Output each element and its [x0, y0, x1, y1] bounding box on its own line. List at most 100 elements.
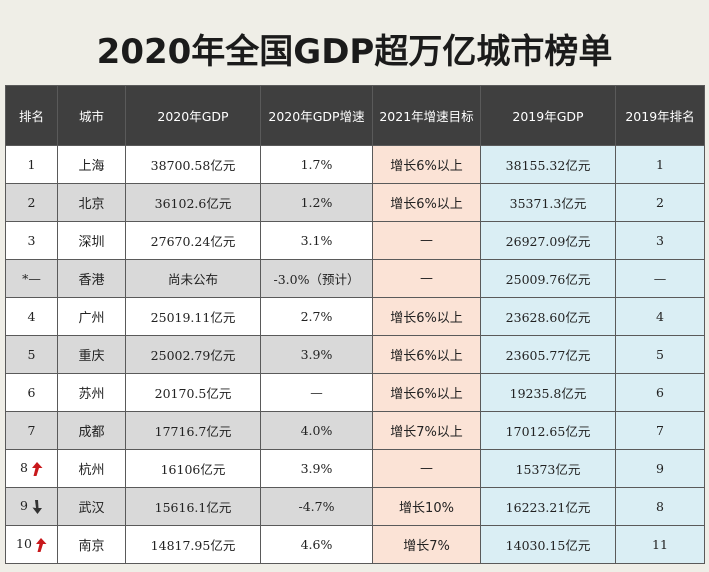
goal-2021-cell-text: 增长7%	[403, 539, 450, 554]
city-cell: 成都	[57, 411, 126, 450]
rank-2019-cell: 8	[615, 487, 705, 526]
growth-2020-cell: -4.7%	[260, 487, 373, 526]
gdp-2020-cell-text: 尚未公布	[167, 272, 218, 287]
gdp-2019-cell-text: 19235.8亿元	[509, 386, 587, 401]
gdp-2019-cell: 23605.77亿元	[480, 335, 616, 374]
rank-cell: 4	[5, 297, 58, 336]
gdp-2019-cell-text: 14030.15亿元	[505, 538, 591, 553]
city-cell: 南京	[57, 525, 126, 564]
gdp-2019-cell-text: 23628.60亿元	[505, 310, 591, 325]
goal-2021-cell: 增长6%以上	[372, 183, 481, 222]
city-cell-text: 广州	[78, 311, 105, 326]
rank-cell-text: 2	[27, 195, 36, 210]
gdp-2020-cell-text: 27670.24亿元	[150, 234, 236, 249]
growth-2020-cell-text: 1.2%	[300, 195, 333, 210]
gdp-2019-cell-text: 17012.65亿元	[505, 424, 591, 439]
table-row: *— 香港 尚未公布 -3.0%（预计） — 25009.76亿元 —	[5, 259, 705, 298]
rank-2019-cell: 7	[615, 411, 705, 450]
rank-cell: *—	[5, 259, 58, 298]
header-city: 城市	[57, 85, 126, 146]
header-rank: 排名	[5, 85, 58, 146]
goal-2021-cell: 增长6%以上	[372, 335, 481, 374]
gdp-2020-cell-text: 17716.7亿元	[154, 424, 232, 439]
gdp-2019-cell-text: 15373亿元	[515, 462, 581, 477]
gdp-2020-cell-text: 38700.58亿元	[150, 158, 236, 173]
header-gdp-2020: 2020年GDP	[125, 85, 261, 146]
header-rank-2019: 2019年排名	[615, 85, 705, 146]
growth-2020-cell-text: —	[310, 385, 323, 400]
rank-cell-text: 8	[20, 460, 28, 476]
goal-2021-cell-text: —	[420, 461, 433, 476]
growth-2020-cell: —	[260, 373, 373, 412]
gdp-2020-cell: 20170.5亿元	[125, 373, 261, 412]
rank-2019-cell: 4	[615, 297, 705, 336]
rank-2019-cell: 2	[615, 183, 705, 222]
growth-2020-cell-text: 2.7%	[300, 309, 333, 324]
rank-cell-text: 4	[27, 309, 36, 324]
table-row: 1 上海 38700.58亿元 1.7% 增长6%以上 38155.32亿元 1	[5, 145, 705, 184]
gdp-2019-cell: 16223.21亿元	[480, 487, 616, 526]
growth-2020-cell-text: 4.6%	[300, 537, 333, 552]
city-cell-text: 香港	[78, 273, 105, 288]
rank-down-arrow-icon	[32, 499, 42, 514]
city-cell-text: 苏州	[78, 387, 105, 402]
rank-2019-cell: —	[615, 259, 705, 298]
gdp-2020-cell: 27670.24亿元	[125, 221, 261, 260]
rank-2019-cell-text: 6	[656, 385, 664, 400]
gdp-ranking-table: 排名 城市 2020年GDP 2020年GDP增速 2021年增速目标 2019…	[5, 85, 705, 564]
city-cell: 苏州	[57, 373, 126, 412]
rank-cell-text: 1	[27, 157, 36, 172]
gdp-2019-cell: 17012.65亿元	[480, 411, 616, 450]
table-row: 8 杭州 16106亿元 3.9% — 15373亿元 9	[5, 449, 705, 488]
table-row: 9 武汉 15616.1亿元 -4.7% 增长10% 16223.21亿元 8	[5, 487, 705, 526]
rank-2019-cell: 5	[615, 335, 705, 374]
city-cell-text: 上海	[78, 159, 105, 174]
goal-2021-cell-text: 增长6%以上	[390, 197, 463, 212]
rank-2019-cell: 6	[615, 373, 705, 412]
rank-cell: 3	[5, 221, 58, 260]
gdp-2020-cell-text: 25019.11亿元	[150, 310, 236, 325]
header-goal-2021: 2021年增速目标	[372, 85, 481, 146]
city-cell-text: 武汉	[78, 501, 105, 516]
gdp-2020-cell: 17716.7亿元	[125, 411, 261, 450]
gdp-2020-cell: 38700.58亿元	[125, 145, 261, 184]
rank-2019-cell-text: 8	[656, 499, 664, 514]
city-cell: 重庆	[57, 335, 126, 374]
growth-2020-cell-text: 4.0%	[300, 423, 333, 438]
goal-2021-cell-text: 增长6%以上	[390, 311, 463, 326]
city-cell: 深圳	[57, 221, 126, 260]
gdp-2020-cell-text: 36102.6亿元	[154, 196, 232, 211]
rank-cell: 5	[5, 335, 58, 374]
rank-cell: 9	[5, 487, 58, 526]
goal-2021-cell: —	[372, 259, 481, 298]
growth-2020-cell-text: -4.7%	[298, 499, 335, 514]
table-row: 7 成都 17716.7亿元 4.0% 增长7%以上 17012.65亿元 7	[5, 411, 705, 450]
gdp-2020-cell-text: 16106亿元	[160, 462, 226, 477]
city-cell-text: 杭州	[78, 463, 105, 478]
goal-2021-cell: 增长7%以上	[372, 411, 481, 450]
gdp-2020-cell: 尚未公布	[125, 259, 261, 298]
goal-2021-cell-text: —	[420, 233, 433, 248]
table-row: 5 重庆 25002.79亿元 3.9% 增长6%以上 23605.77亿元 5	[5, 335, 705, 374]
city-cell-text: 北京	[78, 197, 105, 212]
rank-2019-cell: 11	[615, 525, 705, 564]
goal-2021-cell: 增长6%以上	[372, 297, 481, 336]
gdp-2019-cell: 15373亿元	[480, 449, 616, 488]
rank-2019-cell: 1	[615, 145, 705, 184]
rank-up-arrow-icon	[35, 537, 47, 552]
rank-cell: 2	[5, 183, 58, 222]
city-cell-text: 南京	[78, 539, 105, 554]
rank-2019-cell: 3	[615, 221, 705, 260]
gdp-2019-cell-text: 25009.76亿元	[505, 272, 591, 287]
gdp-2019-cell: 25009.76亿元	[480, 259, 616, 298]
goal-2021-cell-text: 增长6%以上	[390, 349, 463, 364]
city-cell-text: 深圳	[78, 235, 105, 250]
city-cell-text: 成都	[78, 425, 105, 440]
gdp-2019-cell: 14030.15亿元	[480, 525, 616, 564]
rank-2019-cell-text: 2	[656, 195, 664, 210]
rank-2019-cell-text: 4	[656, 309, 664, 324]
growth-2020-cell: 4.0%	[260, 411, 373, 450]
rank-cell-text: 10	[16, 536, 32, 552]
rank-cell: 10	[5, 525, 58, 564]
gdp-2020-cell: 25019.11亿元	[125, 297, 261, 336]
